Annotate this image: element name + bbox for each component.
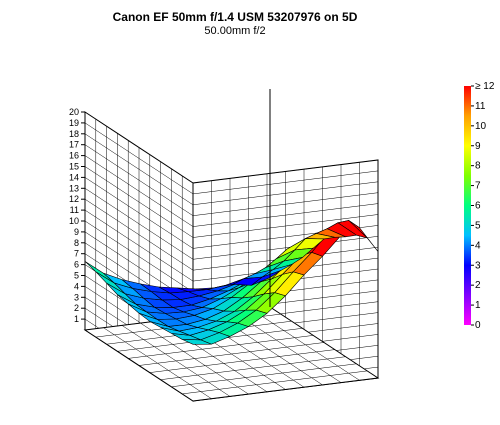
z-tick-label: 6 bbox=[74, 260, 79, 270]
floor-grid bbox=[83, 306, 380, 402]
floor-gridline bbox=[160, 356, 346, 380]
colorbar-tick-label: 10 bbox=[475, 121, 487, 132]
z-tick-label: 17 bbox=[69, 140, 79, 150]
floor-gridline bbox=[269, 306, 379, 379]
z-tick-label: 15 bbox=[69, 162, 79, 172]
floor-gridline bbox=[182, 370, 368, 395]
colorbar-tick-label: 2 bbox=[475, 280, 481, 291]
colorbar-tick-label: ≥ 12 bbox=[475, 81, 495, 92]
chart-title: Canon EF 50mm f/1.4 USM 53207976 on 5D bbox=[112, 10, 358, 24]
surface-mesh bbox=[84, 220, 379, 345]
z-tick-label: 12 bbox=[69, 194, 79, 204]
z-tick-label: 2 bbox=[74, 303, 79, 313]
colorbar: 0 1 2 3 4 5 6 7 8 9 10 11 ≥ 12 bbox=[464, 81, 495, 331]
floor-gridline bbox=[192, 377, 379, 402]
colorbar-tick-label: 11 bbox=[475, 101, 486, 112]
colorbar-tick-label: 1 bbox=[475, 300, 481, 311]
z-tick-label: 5 bbox=[74, 271, 79, 281]
surface-cell bbox=[251, 270, 281, 286]
floor-gridline bbox=[251, 309, 360, 381]
floor-gridline bbox=[149, 349, 335, 373]
z-tick-label: 14 bbox=[69, 172, 79, 182]
colorbar-tick-label: 9 bbox=[475, 141, 481, 152]
colorbar-tick-label: 7 bbox=[475, 181, 481, 192]
z-tick-label: 3 bbox=[74, 292, 79, 302]
z-tick-label: 8 bbox=[74, 238, 79, 248]
z-tick-label: 19 bbox=[69, 118, 79, 128]
z-tick-label: 13 bbox=[69, 183, 79, 193]
z-tick-label: 10 bbox=[69, 216, 79, 226]
z-tick-label: 1 bbox=[74, 314, 79, 324]
z-tick-label: 7 bbox=[74, 249, 79, 259]
colorbar-tick-label: 8 bbox=[475, 161, 481, 172]
colorbar-tick-label: 4 bbox=[475, 240, 481, 251]
z-tick-label: 20 bbox=[69, 107, 79, 117]
z-tick-label: 4 bbox=[74, 281, 79, 291]
z-tick-label: 18 bbox=[69, 129, 79, 139]
chart-subtitle: 50.00mm f/2 bbox=[204, 25, 266, 37]
z-tick-label: 11 bbox=[70, 205, 79, 215]
z-tick-label: 9 bbox=[74, 227, 79, 237]
z-tick-label: 16 bbox=[69, 151, 79, 161]
colorbar-tick-label: 5 bbox=[475, 220, 481, 231]
floor-gridline bbox=[171, 363, 357, 388]
colorbar-tick-label: 6 bbox=[475, 201, 481, 212]
colorbar-tick-label: 0 bbox=[475, 320, 481, 331]
floor-gridline bbox=[138, 342, 325, 366]
colorbar-tick-label: 3 bbox=[475, 260, 481, 271]
colorbar-bar bbox=[464, 86, 471, 325]
